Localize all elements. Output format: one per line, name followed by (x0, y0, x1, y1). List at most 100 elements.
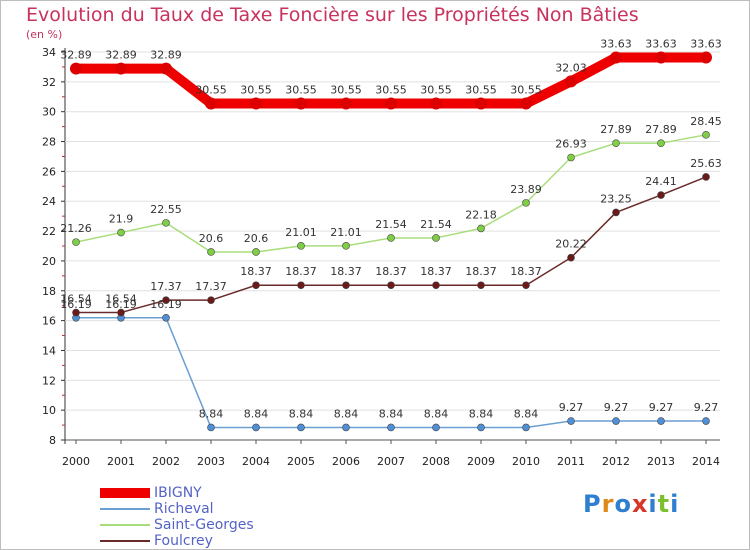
data-label-ibigny: 32.03 (555, 61, 587, 74)
data-label-richeval: 16.19 (105, 298, 137, 311)
y-tick-label: 22 (42, 225, 56, 238)
y-tick-label: 16 (42, 315, 56, 328)
data-point-saint-georges (72, 238, 80, 246)
data-label-ibigny: 30.55 (420, 83, 452, 96)
series-layer (70, 51, 712, 432)
data-point-ibigny (205, 97, 217, 110)
data-label-foulcrey: 18.37 (330, 265, 362, 278)
x-tick-label: 2011 (557, 455, 585, 468)
data-point-ibigny (565, 75, 577, 88)
data-label-foulcrey: 18.37 (285, 265, 317, 278)
data-point-richeval (297, 423, 305, 432)
data-point-foulcrey (522, 281, 530, 290)
data-point-ibigny (655, 51, 667, 64)
data-label-richeval: 8.84 (469, 407, 494, 420)
y-tick-label: 30 (42, 106, 56, 119)
data-point-ibigny (295, 97, 307, 110)
data-point-richeval (612, 417, 620, 425)
legend-swatch (100, 517, 150, 533)
x-tick-label: 2010 (512, 455, 540, 468)
legend-label: IBIGNY (154, 485, 202, 501)
data-point-saint-georges (657, 139, 665, 147)
data-point-foulcrey (567, 253, 575, 262)
data-label-foulcrey: 17.37 (150, 280, 182, 293)
data-point-foulcrey (387, 281, 395, 290)
data-point-ibigny (340, 97, 352, 110)
data-label-richeval: 8.84 (379, 407, 404, 420)
data-label-richeval: 8.84 (514, 407, 539, 420)
data-label-ibigny: 30.55 (285, 83, 317, 96)
chart-title: Evolution du Taux de Taxe Foncière sur l… (26, 4, 639, 26)
data-label-saint-georges: 22.55 (150, 203, 182, 216)
series-line-ibigny (71, 52, 711, 109)
chart-axes: 8 10 12 14 16 18 20 22 24 26 28 30 32 34 2000 2001 2002 2… (42, 46, 720, 468)
data-label-richeval: 16.19 (60, 298, 92, 311)
y-tick-label: 18 (42, 285, 56, 298)
data-point-richeval (252, 423, 260, 432)
data-point-richeval (432, 423, 440, 432)
data-label-foulcrey: 18.37 (465, 265, 497, 278)
data-point-saint-georges (477, 224, 485, 233)
data-label-saint-georges: 22.18 (465, 208, 497, 221)
data-label-saint-georges: 26.93 (555, 138, 587, 151)
y-tick-label: 28 (42, 136, 56, 149)
y-tick-label: 26 (42, 165, 56, 178)
data-point-foulcrey (207, 296, 215, 304)
data-label-foulcrey: 18.37 (510, 265, 542, 278)
data-point-saint-georges (702, 131, 710, 139)
data-point-foulcrey (702, 173, 710, 181)
data-label-ibigny: 30.55 (195, 83, 227, 96)
x-tick-label: 2008 (422, 455, 450, 468)
data-point-ibigny (520, 97, 532, 110)
data-label-saint-georges: 21.26 (60, 222, 92, 235)
x-tick-label: 2002 (152, 455, 180, 468)
x-tick-label: 2014 (692, 455, 720, 468)
data-point-foulcrey (477, 281, 485, 290)
data-label-richeval: 9.27 (559, 401, 584, 414)
data-label-saint-georges: 21.54 (375, 218, 407, 231)
data-label-ibigny: 30.55 (240, 83, 272, 96)
data-label-foulcrey: 16.54 (105, 293, 137, 306)
data-point-saint-georges (612, 139, 620, 147)
data-point-saint-georges (117, 228, 125, 237)
data-point-saint-georges (567, 153, 575, 162)
legend-swatch (100, 485, 150, 501)
data-label-richeval: 16.19 (150, 298, 182, 311)
data-label-saint-georges: 20.6 (244, 232, 269, 245)
data-point-ibigny (475, 97, 487, 110)
x-tick-label: 2012 (602, 455, 630, 468)
data-point-foulcrey (117, 308, 125, 317)
data-label-richeval: 8.84 (424, 407, 449, 420)
data-label-saint-georges: 27.89 (645, 123, 677, 136)
data-label-saint-georges: 28.45 (690, 115, 722, 128)
data-label-richeval: 9.27 (694, 401, 719, 414)
data-point-richeval (522, 423, 530, 432)
data-point-richeval (387, 423, 395, 432)
data-label-richeval: 8.84 (199, 407, 224, 420)
data-point-saint-georges (432, 234, 440, 242)
data-label-foulcrey: 23.25 (600, 192, 632, 205)
y-tick-label: 24 (42, 195, 56, 208)
data-label-ibigny: 32.89 (105, 49, 137, 62)
data-label-saint-georges: 21.9 (109, 213, 134, 226)
data-label-foulcrey: 25.63 (690, 157, 722, 170)
data-point-ibigny (160, 62, 172, 75)
y-tick-label: 34 (42, 46, 56, 59)
x-tick-label: 2004 (242, 455, 270, 468)
data-label-ibigny: 33.63 (600, 38, 632, 51)
y-tick-label: 14 (42, 344, 56, 357)
data-point-saint-georges (207, 248, 215, 256)
data-label-richeval: 8.84 (244, 407, 269, 420)
data-point-ibigny (250, 97, 262, 110)
data-point-saint-georges (342, 242, 350, 250)
legend-label: Saint-Georges (154, 517, 254, 533)
data-label-richeval: 9.27 (604, 401, 629, 414)
x-tick-label: 2001 (107, 455, 135, 468)
data-label-foulcrey: 18.37 (420, 265, 452, 278)
proxiti-logo: Proxiti (583, 490, 680, 518)
x-tick-label: 2000 (62, 455, 90, 468)
x-tick-label: 2005 (287, 455, 315, 468)
y-tick-label: 10 (42, 404, 56, 417)
data-label-richeval: 8.84 (289, 407, 314, 420)
